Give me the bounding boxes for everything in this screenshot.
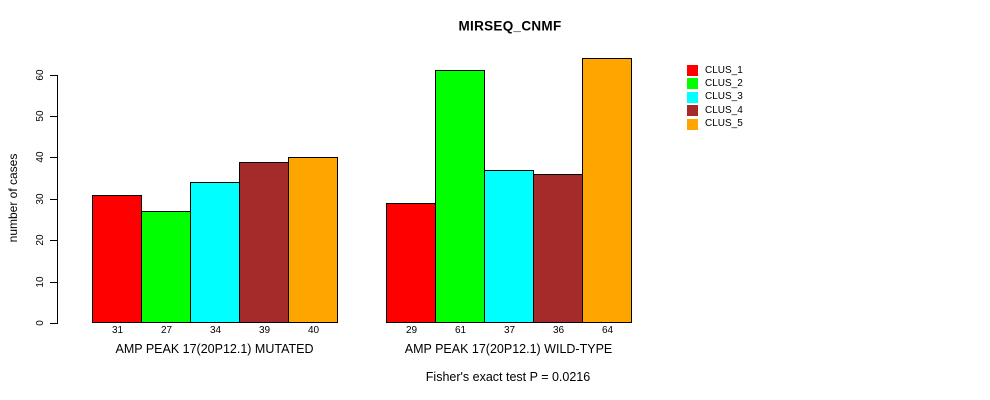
bar-clus_5-group2 bbox=[582, 58, 632, 323]
group-label: AMP PEAK 17(20P12.1) MUTATED bbox=[115, 341, 314, 356]
legend-label: CLUS_5 bbox=[705, 118, 743, 130]
bar-clus_5-group1 bbox=[288, 157, 338, 323]
y-axis-tick bbox=[50, 323, 57, 324]
bar-value-label: 29 bbox=[405, 325, 418, 336]
bar-clus_2-group2 bbox=[435, 70, 485, 323]
legend-label: CLUS_4 bbox=[705, 104, 743, 116]
y-tick-label: 50 bbox=[35, 110, 46, 122]
bar-clus_3-group1 bbox=[190, 182, 240, 323]
y-axis-tick bbox=[50, 75, 57, 76]
y-axis-tick bbox=[50, 199, 57, 200]
bar-clus_4-group1 bbox=[239, 162, 289, 323]
legend-swatch bbox=[687, 78, 698, 90]
y-tick-label: 0 bbox=[35, 320, 46, 326]
bar-clus_2-group1 bbox=[141, 211, 191, 323]
annotation-pvalue: Fisher's exact test P = 0.0216 bbox=[425, 370, 591, 384]
bar-value-label: 40 bbox=[307, 325, 320, 336]
chart-title: MIRSEQ_CNMF bbox=[458, 18, 562, 34]
y-tick-label: 20 bbox=[35, 234, 46, 246]
legend-swatch bbox=[687, 105, 698, 117]
legend-swatch bbox=[687, 91, 698, 103]
y-tick-label: 40 bbox=[35, 151, 46, 163]
bar-value-label: 27 bbox=[160, 325, 173, 336]
bar-value-label: 31 bbox=[111, 325, 124, 336]
bar-clus_1-group1 bbox=[92, 195, 142, 323]
y-axis-title: number of cases bbox=[6, 153, 20, 243]
y-axis-tick bbox=[50, 116, 57, 117]
bar-value-label: 37 bbox=[503, 325, 516, 336]
y-axis-tick bbox=[50, 157, 57, 158]
legend-label: CLUS_2 bbox=[705, 77, 743, 89]
y-tick-label: 10 bbox=[35, 276, 46, 288]
y-axis-tick bbox=[50, 240, 57, 241]
bar-value-label: 61 bbox=[454, 325, 467, 336]
bar-value-label: 36 bbox=[552, 325, 565, 336]
y-tick-label: 30 bbox=[35, 193, 46, 205]
group-label: AMP PEAK 17(20P12.1) WILD-TYPE bbox=[404, 341, 613, 356]
y-axis-line bbox=[57, 75, 58, 324]
legend-label: CLUS_1 bbox=[705, 64, 743, 76]
y-axis-tick bbox=[50, 282, 57, 283]
bar-clus_3-group2 bbox=[484, 170, 534, 323]
bar-value-label: 39 bbox=[258, 325, 271, 336]
bar-clus_4-group2 bbox=[533, 174, 583, 323]
legend-label: CLUS_3 bbox=[705, 91, 743, 103]
bar-value-label: 34 bbox=[209, 325, 222, 336]
legend-swatch bbox=[687, 65, 698, 76]
y-tick-label: 60 bbox=[35, 69, 46, 81]
bar-clus_1-group2 bbox=[386, 203, 436, 323]
legend-swatch bbox=[687, 118, 698, 130]
bar-value-label: 64 bbox=[601, 325, 614, 336]
